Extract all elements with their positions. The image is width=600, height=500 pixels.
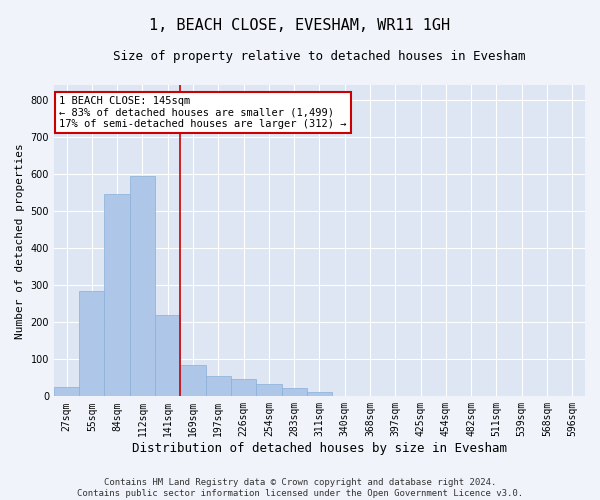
Bar xyxy=(256,384,281,396)
Text: 1 BEACH CLOSE: 145sqm
← 83% of detached houses are smaller (1,499)
17% of semi-d: 1 BEACH CLOSE: 145sqm ← 83% of detached … xyxy=(59,96,347,129)
Bar xyxy=(181,365,206,396)
Bar xyxy=(79,290,104,397)
Bar xyxy=(130,176,155,396)
Bar xyxy=(104,194,130,396)
Bar xyxy=(206,376,231,396)
Bar xyxy=(281,388,307,396)
Bar xyxy=(155,315,181,396)
Bar xyxy=(231,378,256,396)
Title: Size of property relative to detached houses in Evesham: Size of property relative to detached ho… xyxy=(113,50,526,63)
Bar xyxy=(54,387,79,396)
Text: Contains HM Land Registry data © Crown copyright and database right 2024.
Contai: Contains HM Land Registry data © Crown c… xyxy=(77,478,523,498)
Bar xyxy=(307,392,332,396)
Text: 1, BEACH CLOSE, EVESHAM, WR11 1GH: 1, BEACH CLOSE, EVESHAM, WR11 1GH xyxy=(149,18,451,32)
Y-axis label: Number of detached properties: Number of detached properties xyxy=(15,143,25,338)
X-axis label: Distribution of detached houses by size in Evesham: Distribution of detached houses by size … xyxy=(132,442,507,455)
